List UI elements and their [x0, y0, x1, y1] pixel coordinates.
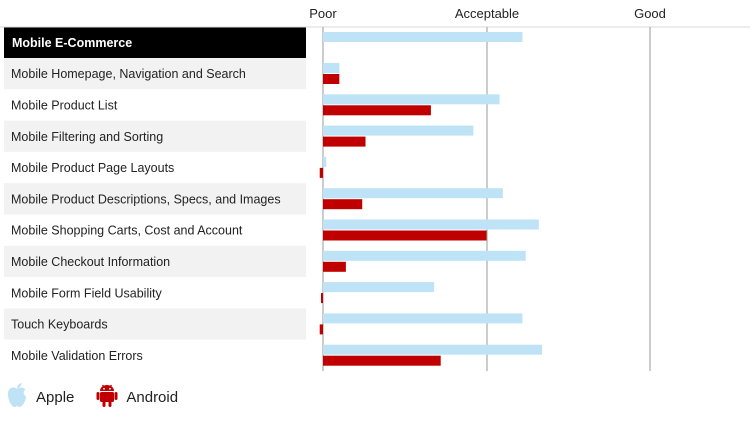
row-background [4, 120, 306, 152]
legend: Apple Android [6, 382, 200, 412]
x-tick-label: Good [634, 6, 666, 21]
category-label: Touch Keyboards [11, 318, 108, 332]
row-background [4, 58, 306, 90]
bar-apple [323, 188, 503, 199]
row-background [4, 308, 306, 340]
apple-logo-icon [6, 382, 28, 413]
header-row-background [4, 27, 306, 58]
bar-apple [323, 250, 526, 261]
row-backgrounds [4, 27, 306, 371]
bar-apple [323, 219, 539, 230]
category-label: Mobile Product List [11, 98, 118, 112]
bar-android [323, 261, 346, 272]
category-label: Mobile Homepage, Navigation and Search [11, 67, 246, 81]
row-background [4, 339, 306, 371]
bar-android [323, 199, 363, 210]
bar-apple [323, 63, 340, 73]
bar-android [323, 74, 340, 84]
bar-apple [323, 313, 523, 324]
bar-android [323, 355, 441, 366]
legend-label-apple: Apple [36, 388, 75, 406]
category-label: Mobile Product Page Layouts [11, 161, 174, 175]
row-background [4, 151, 306, 184]
bar-apple [323, 156, 327, 167]
row-background [4, 277, 306, 309]
category-label: Mobile Filtering and Sorting [11, 130, 163, 144]
category-label: Mobile Checkout Information [11, 255, 170, 269]
legend-label-android: Android [126, 388, 179, 406]
x-tick-labels: Poor Acceptable Good [309, 6, 666, 21]
bar-android [319, 324, 323, 335]
category-label: Mobile Shopping Carts, Cost and Account [11, 224, 243, 238]
android-logo-icon [96, 382, 118, 413]
x-tick-label: Poor [309, 6, 337, 21]
row-labels: Mobile E-Commerce Mobile Homepage, Naviga… [11, 36, 281, 363]
row-background [4, 245, 306, 278]
row-background [4, 214, 306, 246]
legend-item-android: Android [96, 382, 178, 413]
bar-android [323, 105, 431, 116]
bar-apple [323, 344, 543, 355]
bar-android [321, 293, 323, 304]
bar-android [323, 230, 487, 241]
header-row-label: Mobile E-Commerce [12, 36, 132, 50]
bar-android [319, 167, 323, 178]
x-tick-label: Acceptable [455, 6, 519, 21]
bar-apple-header [323, 32, 523, 42]
bar-apple [323, 94, 500, 105]
category-label: Mobile Validation Errors [11, 349, 143, 363]
category-label: Mobile Product Descriptions, Specs, and … [11, 192, 281, 206]
legend-item-apple: Apple [6, 382, 74, 413]
category-label: Mobile Form Field Usability [11, 286, 162, 300]
bars [319, 32, 543, 366]
row-background [4, 183, 306, 215]
bar-apple [323, 125, 474, 136]
row-background [4, 89, 306, 121]
bar-android [323, 136, 366, 147]
bar-apple [323, 282, 435, 293]
